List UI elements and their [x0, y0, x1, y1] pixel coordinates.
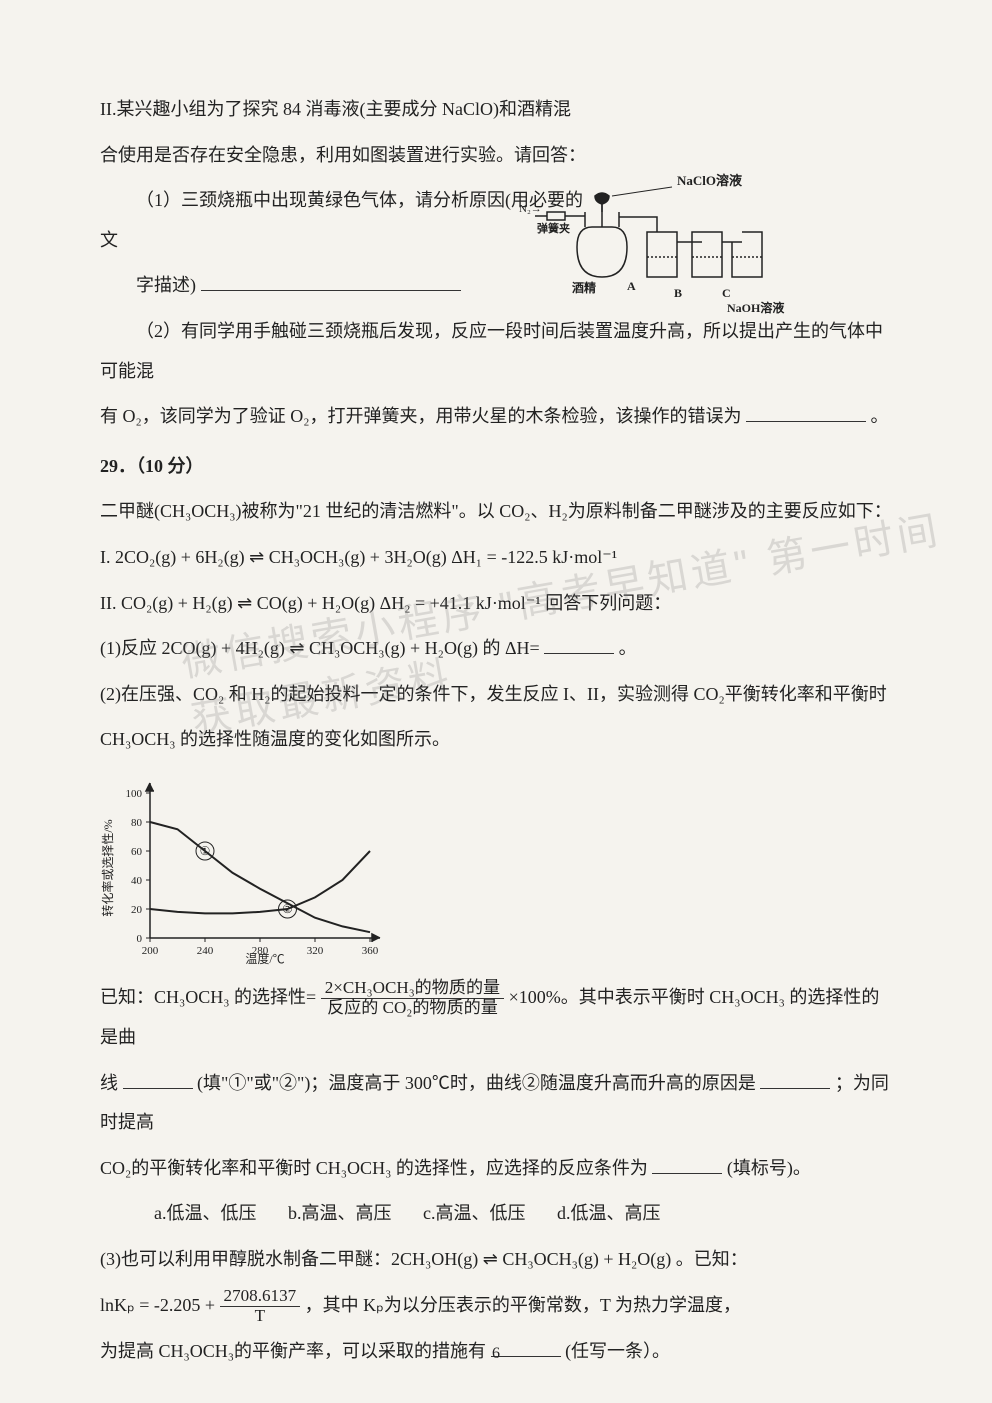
selectivity-chart: 020406080100 200240280320360 转化率或选择性/% 温… — [100, 768, 400, 968]
q29-intro: 二甲醚(CH₃OCH₃)被称为"21 世纪的清洁燃料"。以 CO₂、H₂为原料制… — [100, 492, 892, 532]
lnk-prefix: lnKₚ = -2.205 + — [100, 1295, 215, 1315]
svg-text:20: 20 — [131, 904, 143, 916]
selectivity-fraction: 2×CH₃OCH₃的物质的量 反应的 CO₂的物质的量 — [321, 979, 504, 1018]
section-ii-intro-2: 合使用是否存在安全隐患，利用如图装置进行实验。请回答： — [100, 136, 590, 176]
page-number: 6 — [492, 1345, 500, 1363]
line2a: 线 — [100, 1073, 118, 1093]
section-ii-intro-1: II.某兴趣小组为了探究 84 消毒液(主要成分 NaClO)和酒精混 — [100, 90, 590, 130]
svg-text:40: 40 — [131, 875, 143, 887]
line3: CO₂的平衡转化率和平衡时 CH₃OCH₃ 的选择性，应选择的反应条件为 (填标… — [100, 1149, 892, 1189]
apparatus-diagram: NaClO溶液 N₂→ 弹簧夹 酒精 A B C NaOH溶液 — [517, 172, 797, 322]
svg-text:②: ② — [282, 902, 293, 916]
svg-text:80: 80 — [131, 817, 143, 829]
known-line: 已知：CH₃OCH₃ 的选择性= 2×CH₃OCH₃的物质的量 反应的 CO₂的… — [100, 978, 892, 1058]
label-clip: 弹簧夹 — [537, 221, 570, 235]
section-ii-block: II.某兴趣小组为了探究 84 消毒液(主要成分 NaClO)和酒精混 合使用是… — [100, 90, 892, 306]
label-naclo: NaClO溶液 — [677, 173, 742, 188]
svg-text:温度/℃: 温度/℃ — [245, 951, 284, 966]
label-c: C — [722, 286, 731, 300]
q29-heading: 29．（10 分） — [100, 447, 892, 487]
q29-sub2b: CH₃OCH₃ 的选择性随温度的变化如图所示。 — [100, 720, 892, 760]
q1-blank — [201, 272, 461, 292]
sub3c: 为提高 CH₃OCH₃的平衡产率，可以采取的措施有 — [100, 1341, 486, 1361]
line3b: (填标号)。 — [727, 1158, 811, 1178]
frac-num: 2×CH₃OCH₃的物质的量 — [321, 979, 504, 999]
line2-blank2 — [760, 1069, 830, 1089]
lnk-line: lnKₚ = -2.205 + 2708.6137 T ，其中 Kₚ为以分压表示… — [100, 1286, 892, 1326]
label-n2: N₂→ — [519, 203, 542, 215]
q2-line2: 有 O₂，该同学为了验证 O₂，打开弹簧夹，用带火星的木条检验，该操作的错误为 … — [100, 397, 892, 437]
sub1-blank — [544, 634, 614, 654]
sub3a: (3)也可以利用甲醇脱水制备二甲醚：2CH₃OH(g) ⇌ CH₃OCH₃(g)… — [100, 1240, 892, 1280]
svg-text:100: 100 — [126, 788, 143, 800]
svg-text:240: 240 — [197, 945, 214, 957]
q2-line1: （2）有同学用手触碰三颈烧瓶后发现，反应一段时间后装置温度升高，所以提出产生的气… — [100, 312, 892, 391]
svg-text:360: 360 — [362, 945, 379, 957]
line3-blank — [652, 1154, 722, 1174]
svg-text:①: ① — [200, 844, 211, 858]
q2-period: 。 — [871, 406, 889, 426]
lnk-suffix: ，其中 Kₚ为以分压表示的平衡常数，T 为热力学温度， — [305, 1295, 741, 1315]
q2b-text: 有 O₂，该同学为了验证 O₂，打开弹簧夹，用带火星的木条检验，该操作的错误为 — [100, 406, 742, 426]
known-prefix: 已知：CH₃OCH₃ 的选择性= — [100, 987, 316, 1007]
label-naoh: NaOH溶液 — [727, 300, 784, 315]
eq-1: I. 2CO₂(g) + 6H₂(g) ⇌ CH₃OCH₃(g) + 3H₂O(… — [100, 538, 892, 578]
label-a: A — [627, 279, 636, 293]
svg-text:200: 200 — [142, 945, 159, 957]
line2b: (填"①"或"②")；温度高于 300℃时，曲线②随温度升高而升高的原因是 — [197, 1073, 756, 1093]
svg-text:60: 60 — [131, 846, 143, 858]
sub3-blank — [491, 1337, 561, 1357]
svg-text:320: 320 — [307, 945, 324, 957]
q29-sub1: (1)反应 2CO(g) + 4H₂(g) ⇌ CH₃OCH₃(g) + H₂O… — [100, 629, 892, 669]
options-row: a.低温、低压 b.高温、高压 c.高温、低压 d.低温、高压 — [154, 1194, 892, 1234]
label-alcohol: 酒精 — [572, 280, 596, 295]
lnk-den: T — [220, 1307, 301, 1326]
line2-blank1 — [123, 1069, 193, 1089]
svg-text:0: 0 — [137, 933, 143, 945]
line2: 线 (填"①"或"②")；温度高于 300℃时，曲线②随温度升高而升高的原因是 … — [100, 1064, 892, 1143]
frac-den: 反应的 CO₂的物质的量 — [321, 999, 504, 1018]
lnk-num: 2708.6137 — [220, 1287, 301, 1307]
sub1-text: (1)反应 2CO(g) + 4H₂(g) ⇌ CH₃OCH₃(g) + H₂O… — [100, 638, 540, 658]
sub3d: (任写一条）。 — [565, 1341, 670, 1361]
label-b: B — [674, 286, 682, 300]
svg-text:转化率或选择性/%: 转化率或选择性/% — [100, 819, 115, 916]
line3a: CO₂的平衡转化率和平衡时 CH₃OCH₃ 的选择性，应选择的反应条件为 — [100, 1158, 648, 1178]
q29-sub2a: (2)在压强、CO₂ 和 H₂的起始投料一定的条件下，发生反应 I、II，实验测… — [100, 675, 892, 715]
q2-blank — [746, 402, 866, 422]
lnk-fraction: 2708.6137 T — [220, 1287, 301, 1326]
q1-label: 字描述) — [136, 275, 196, 295]
eq-2: II. CO₂(g) + H₂(g) ⇌ CO(g) + H₂O(g) ΔH₂ … — [100, 584, 892, 624]
sub1-period: 。 — [619, 638, 637, 658]
